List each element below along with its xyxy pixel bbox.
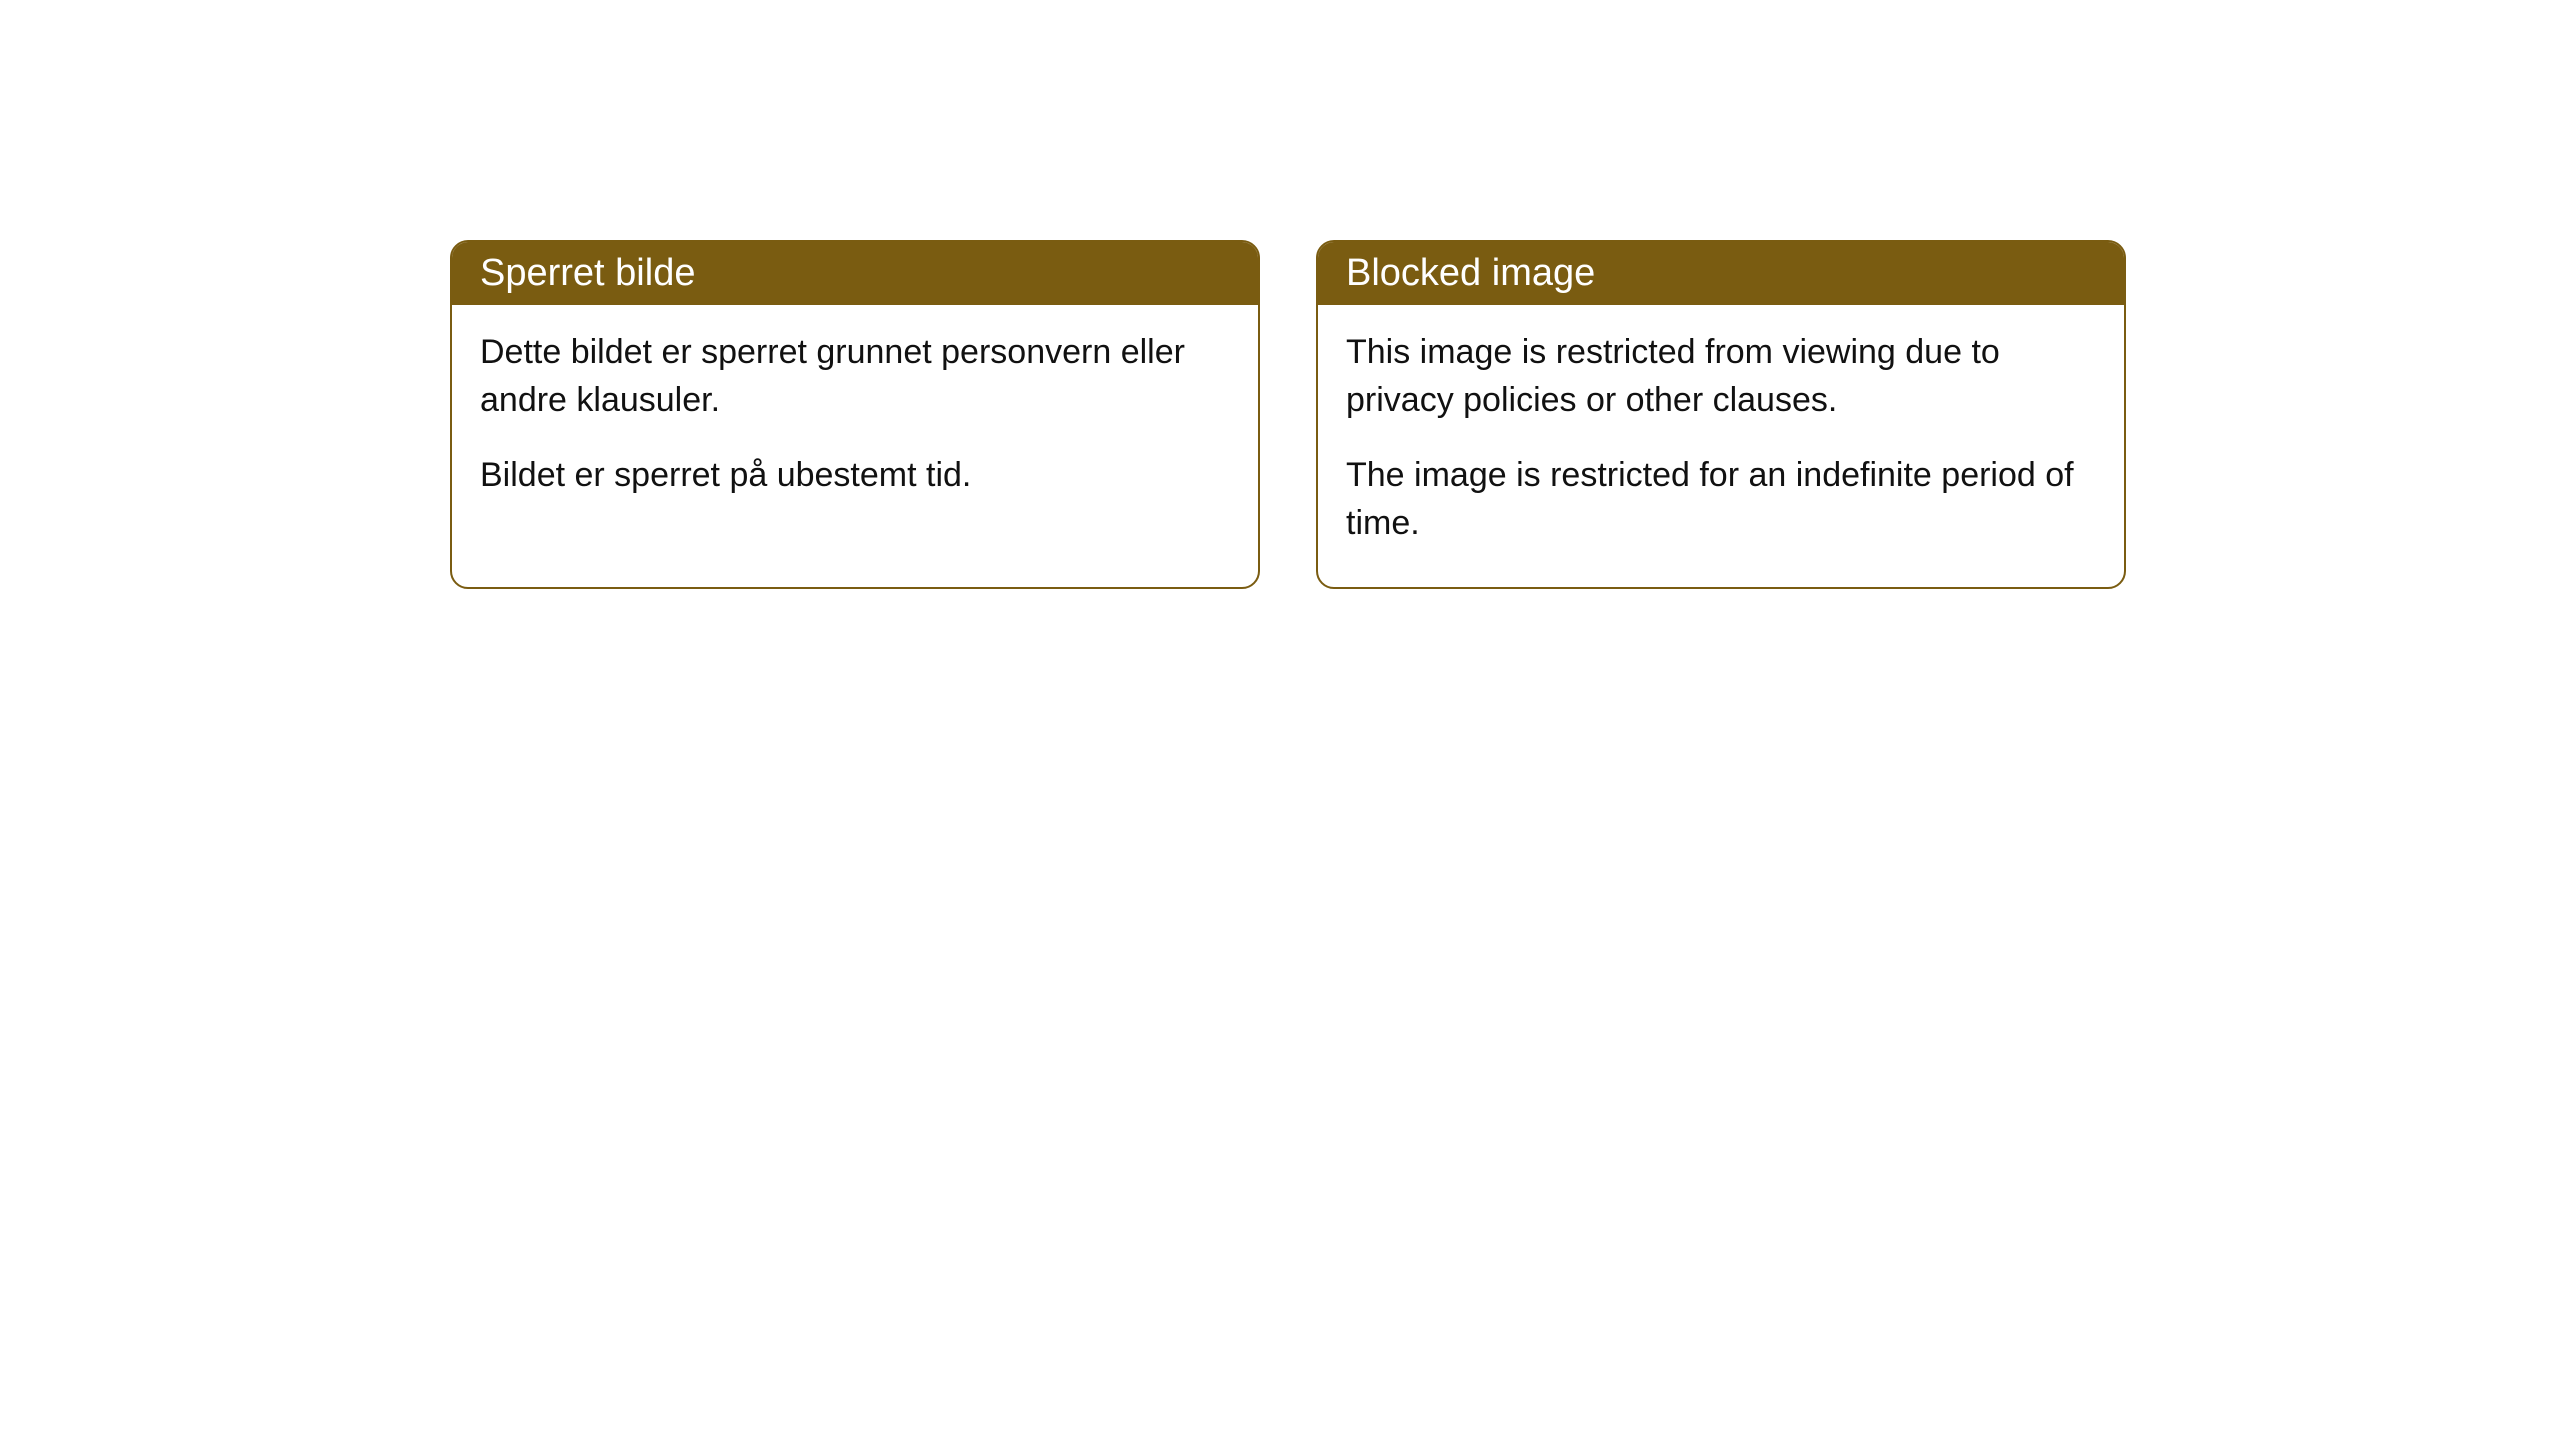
card-header-english: Blocked image — [1318, 242, 2124, 305]
card-paragraph2-norwegian: Bildet er sperret på ubestemt tid. — [480, 452, 1230, 500]
card-paragraph1-english: This image is restricted from viewing du… — [1346, 329, 2096, 424]
card-english: Blocked image This image is restricted f… — [1316, 240, 2126, 589]
card-paragraph1-norwegian: Dette bildet er sperret grunnet personve… — [480, 329, 1230, 424]
card-body-norwegian: Dette bildet er sperret grunnet personve… — [452, 305, 1258, 540]
card-paragraph2-english: The image is restricted for an indefinit… — [1346, 452, 2096, 547]
card-header-norwegian: Sperret bilde — [452, 242, 1258, 305]
card-title-norwegian: Sperret bilde — [480, 252, 695, 294]
card-title-english: Blocked image — [1346, 252, 1595, 294]
card-norwegian: Sperret bilde Dette bildet er sperret gr… — [450, 240, 1260, 589]
card-body-english: This image is restricted from viewing du… — [1318, 305, 2124, 587]
cards-container: Sperret bilde Dette bildet er sperret gr… — [450, 240, 2126, 589]
